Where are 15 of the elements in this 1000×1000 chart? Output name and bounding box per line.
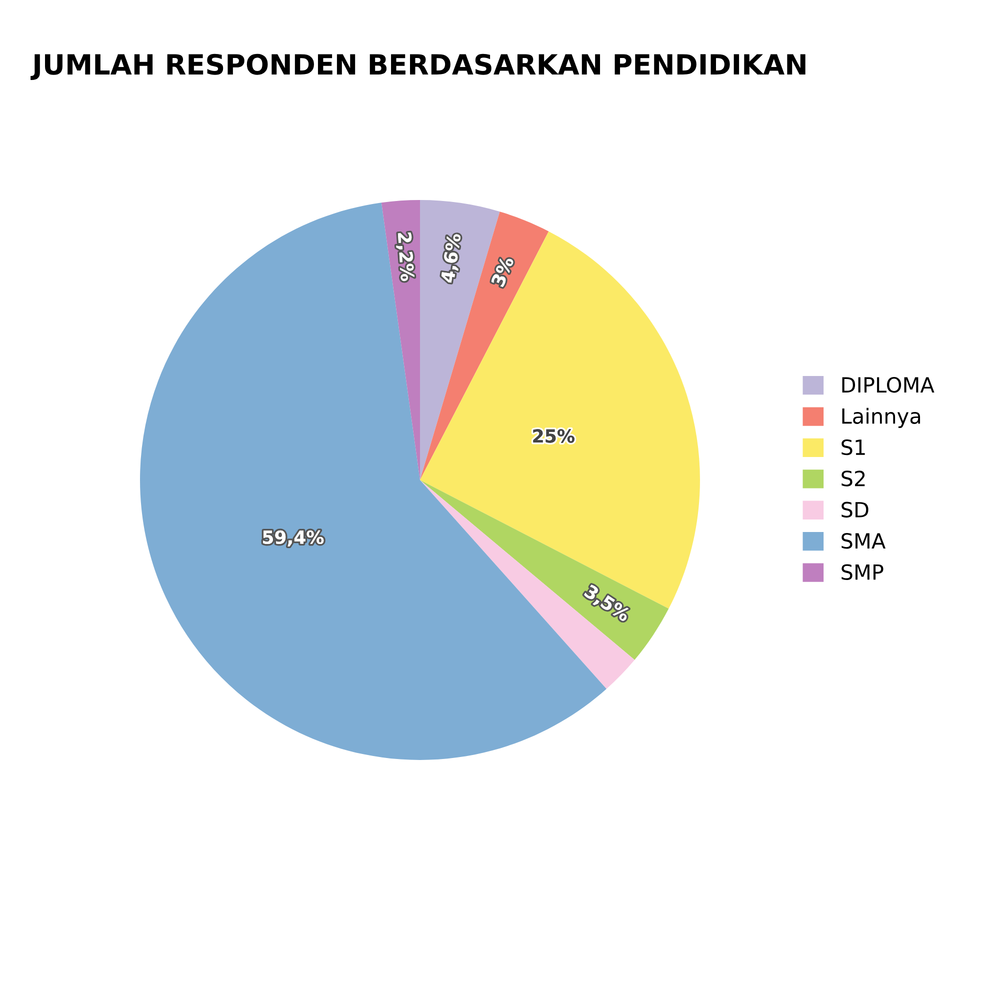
legend-label: S1 [842, 439, 865, 456]
pie-slice [420, 480, 669, 660]
data-label: 25% [533, 429, 574, 443]
legend-label: SMA [842, 533, 886, 549]
legend-label: SMP [842, 564, 884, 580]
data-label: 4,6% [440, 232, 464, 284]
legend-label: Lainnya [842, 408, 920, 428]
legend-label: SD [842, 502, 868, 518]
data-label: 3% [490, 255, 514, 288]
chart-title: JUMLAH RESPONDEN BERDASARKAN PENDIDIKAN [30, 54, 806, 80]
legend-label: S2 [842, 470, 865, 486]
legend-label: DIPLOMA [842, 376, 934, 393]
pie-slice [420, 480, 635, 689]
data-label: 59,4% [263, 530, 324, 546]
data-label: 2,2% [395, 232, 415, 282]
